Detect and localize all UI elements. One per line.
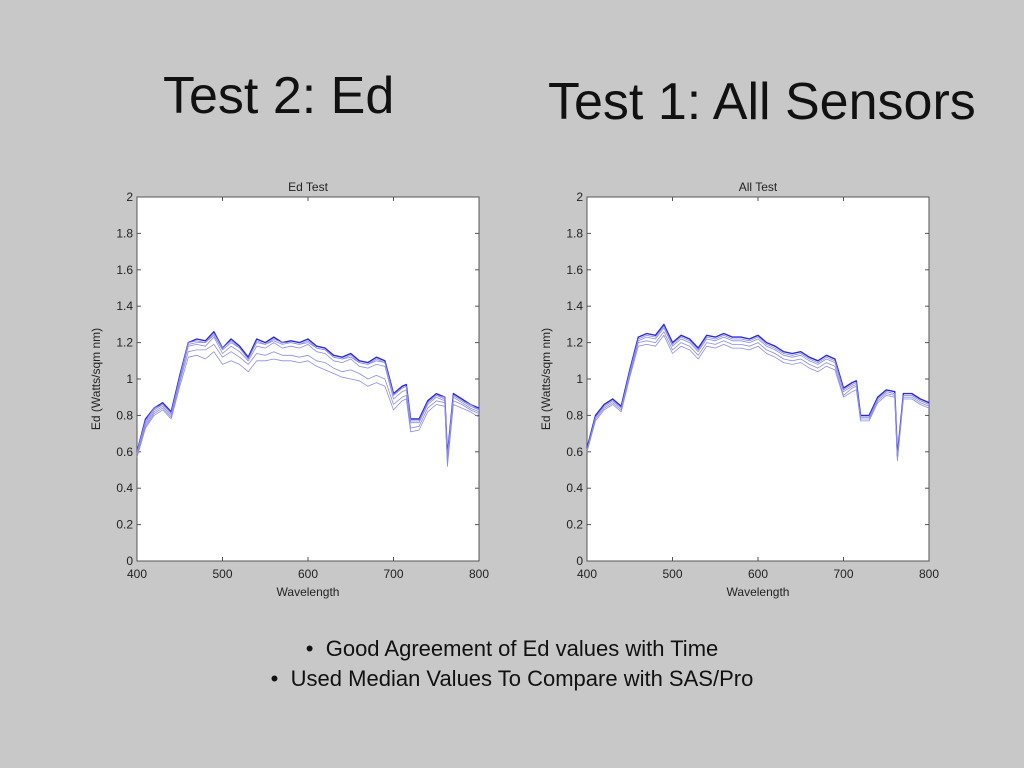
y-tick-label: 1.2 xyxy=(116,336,133,350)
y-tick-label: 0 xyxy=(576,554,583,568)
bullet-text: Used Median Values To Compare with SAS/P… xyxy=(290,666,754,691)
slide-title-ed-test: Test 2: Ed xyxy=(163,67,395,125)
series-line xyxy=(586,327,930,460)
y-tick-label: 1.4 xyxy=(566,299,583,313)
x-axis-label: Wavelength xyxy=(277,585,340,599)
plot-area xyxy=(586,196,930,562)
chart-title: All Test xyxy=(739,180,778,194)
x-tick-label: 800 xyxy=(469,567,489,581)
y-tick-label: 0.4 xyxy=(116,481,133,495)
y-tick-label: 0.6 xyxy=(566,445,583,459)
x-tick-label: 800 xyxy=(919,567,939,581)
y-tick-label: 0.8 xyxy=(116,408,133,422)
x-tick-label: 700 xyxy=(833,567,853,581)
y-tick-label: 0.2 xyxy=(566,518,583,532)
series-line xyxy=(136,336,480,460)
all-test-chart: 0 0.2 0.4 0.6 0.8 1 1.2 1.4 1.6 1.8 2 400 500 600 700 8… xyxy=(539,180,939,599)
y-tick-label: 2 xyxy=(126,190,133,204)
series-line xyxy=(586,323,930,457)
y-tick-label: 1 xyxy=(576,372,583,386)
bullet-dot-icon: • xyxy=(305,636,314,661)
y-tick-label: 1.8 xyxy=(566,226,583,240)
y-tick-label: 1 xyxy=(126,372,133,386)
series-line xyxy=(136,343,480,464)
chart-title: Ed Test xyxy=(288,180,328,194)
x-tick-label: 600 xyxy=(298,567,318,581)
y-tick-label: 1.6 xyxy=(116,263,133,277)
y-tick-label: 0.4 xyxy=(566,481,583,495)
y-tick-label: 2 xyxy=(576,190,583,204)
y-axis-label: Ed (Watts/sqm nm) xyxy=(89,328,103,430)
y-tick-label: 0 xyxy=(126,554,133,568)
bullet-dot-icon: • xyxy=(270,666,279,691)
bullet-item: • Used Median Values To Compare with SAS/… xyxy=(0,668,1024,690)
y-tick-label: 1.8 xyxy=(116,226,133,240)
y-tick-label: 1.2 xyxy=(566,336,583,350)
y-tick-label: 0.8 xyxy=(566,408,583,422)
bullet-item: • Good Agreement of Ed values with Time xyxy=(0,638,1024,660)
plot-area xyxy=(136,196,480,562)
bullet-text: Good Agreement of Ed values with Time xyxy=(325,636,719,661)
series-line xyxy=(136,333,480,458)
x-axis-label: Wavelength xyxy=(727,585,790,599)
x-tick-label: 400 xyxy=(127,567,147,581)
y-tick-label: 1.4 xyxy=(116,299,133,313)
series-line xyxy=(586,334,930,462)
y-tick-label: 0.6 xyxy=(116,445,133,459)
x-tick-label: 600 xyxy=(748,567,768,581)
ed-test-chart: 0 0.2 0.4 0.6 0.8 1 1.2 1.4 1.6 1.8 2 400 500 600 700 8… xyxy=(89,180,489,599)
x-tick-label: 400 xyxy=(577,567,597,581)
series-line xyxy=(586,331,930,460)
series-line xyxy=(136,351,480,467)
bullet-list: • Good Agreement of Ed values with Time •… xyxy=(0,638,1024,698)
x-tick-label: 500 xyxy=(662,567,682,581)
x-tick-label: 700 xyxy=(383,567,403,581)
y-tick-label: 1.6 xyxy=(566,263,583,277)
series-line xyxy=(136,330,480,457)
y-axis-label: Ed (Watts/sqm nm) xyxy=(539,328,553,430)
slide-title-all-sensors: Test 1: All Sensors xyxy=(548,73,976,131)
x-tick-label: 500 xyxy=(212,567,232,581)
y-tick-label: 0.2 xyxy=(116,518,133,532)
